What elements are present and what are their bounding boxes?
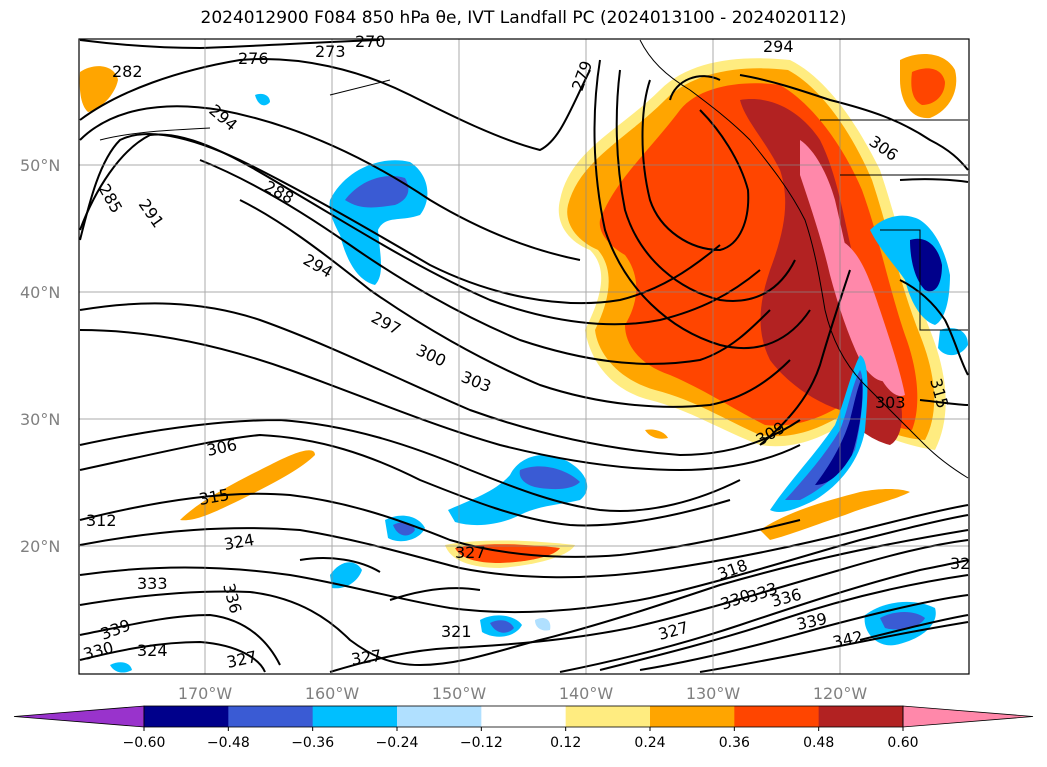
contour-label: 327: [455, 543, 486, 562]
contour-label: 303: [875, 393, 906, 412]
colorbar-tick-label: −0.12: [460, 735, 503, 751]
colorbar-tick-label: −0.24: [376, 735, 419, 751]
theta-e-contours: [79, 39, 969, 673]
lat-label: 20°N: [20, 537, 60, 556]
lon-label: 150°W: [432, 684, 487, 703]
latitude-labels: 50°N 40°N 30°N 20°N: [20, 156, 60, 556]
colorbar-tick-label: 0.12: [550, 735, 581, 751]
contour-label: 273: [315, 42, 346, 61]
colorbar-extend-min: [13, 705, 145, 728]
colorbar-segment: [312, 706, 398, 727]
lon-label: 120°W: [813, 684, 868, 703]
longitude-labels: 170°W 160°W 150°W 140°W 130°W 120°W: [178, 684, 868, 703]
contour-label: 321: [441, 622, 472, 641]
contour-label: 324: [137, 641, 168, 660]
colorbar-tick-label: −0.48: [207, 735, 250, 751]
contour-label: 276: [238, 49, 269, 68]
colorbar-extend-max: [902, 705, 1034, 728]
colorbar-tick-label: 0.24: [634, 735, 665, 751]
coastlines: [99, 39, 969, 479]
colorbar-tick-label: 0.60: [887, 735, 918, 751]
contour-label: 294: [763, 37, 794, 56]
colorbar: −0.60 −0.48 −0.36 −0.24 −0.12 0.12 0.24 0.36 0.4…: [13, 705, 1034, 751]
contour-label: 312: [86, 511, 117, 530]
positive-ivt-shading: [79, 54, 957, 568]
colorbar-segment: [481, 706, 567, 727]
contour-label: 270: [355, 32, 386, 51]
lat-label: 50°N: [20, 156, 60, 175]
colorbar-frame: [143, 705, 904, 728]
lon-label: 140°W: [559, 684, 614, 703]
lat-label: 40°N: [20, 283, 60, 302]
contour-label: 333: [137, 574, 168, 593]
colorbar-segment: [734, 706, 820, 727]
colorbar-tick-label: −0.60: [123, 735, 166, 751]
contour-label: 327: [350, 646, 383, 669]
colorbar-segment: [650, 706, 735, 727]
colorbar-segment: [397, 706, 482, 727]
lat-label: 30°N: [20, 410, 60, 429]
gridlines: [79, 39, 969, 674]
colorbar-segment: [565, 706, 651, 727]
contour-label: 32: [950, 554, 970, 573]
colorbar-tick-label: 0.36: [719, 735, 750, 751]
contour-label: 282: [112, 62, 143, 81]
colorbar-segment: [228, 706, 314, 727]
colorbar-tick-label: 0.48: [803, 735, 834, 751]
colorbar-segment: [144, 706, 229, 727]
plot-frame: [78, 38, 970, 675]
lon-label: 170°W: [178, 684, 233, 703]
map-title: 2024012900 F084 850 hPa θe, IVT Landfall…: [200, 8, 847, 28]
lon-label: 130°W: [686, 684, 741, 703]
colorbar-tick-label: −0.36: [291, 735, 334, 751]
lon-label: 160°W: [305, 684, 360, 703]
colorbar-segment: [818, 706, 904, 727]
